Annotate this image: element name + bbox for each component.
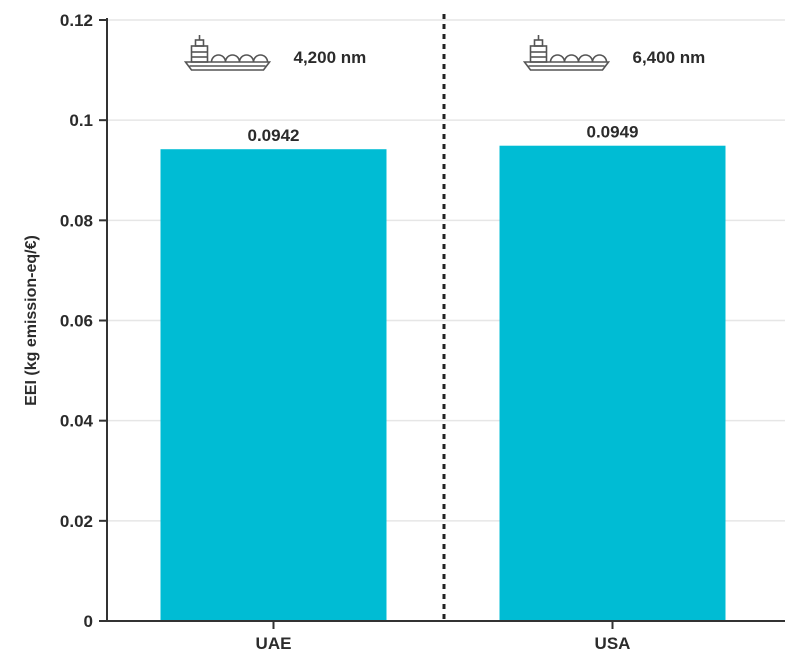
y-axis-title: EEI (kg emission-eq/€) bbox=[23, 235, 40, 406]
y-tick-label: 0.12 bbox=[60, 11, 93, 30]
distance-label-usa: 6,400 nm bbox=[633, 48, 706, 67]
y-tick-label: 0.1 bbox=[69, 111, 93, 130]
x-tick-label-uae: UAE bbox=[256, 634, 292, 653]
distance-annotations: 4,200 nm 6,400 nm bbox=[183, 35, 706, 71]
bar-usa bbox=[499, 145, 726, 621]
bar-uae bbox=[160, 149, 387, 621]
y-tick-label: 0 bbox=[84, 612, 93, 631]
x-tick-label-usa: USA bbox=[595, 634, 631, 653]
y-tick-label: 0.06 bbox=[60, 312, 93, 331]
distance-label-uae: 4,200 nm bbox=[294, 48, 367, 67]
lng-ship-icon bbox=[522, 35, 611, 71]
bars: 0.0942 0.0949 bbox=[160, 123, 726, 621]
data-label-usa: 0.0949 bbox=[587, 123, 639, 142]
y-tick-label: 0.02 bbox=[60, 512, 93, 531]
y-tick-label: 0.04 bbox=[60, 412, 94, 431]
y-tick-label: 0.08 bbox=[60, 211, 93, 230]
lng-ship-icon bbox=[183, 35, 272, 71]
data-label-uae: 0.0942 bbox=[248, 126, 300, 145]
axes: 0 0.02 0.04 0.06 0.08 0.1 0.12 UAE USA bbox=[60, 11, 785, 653]
